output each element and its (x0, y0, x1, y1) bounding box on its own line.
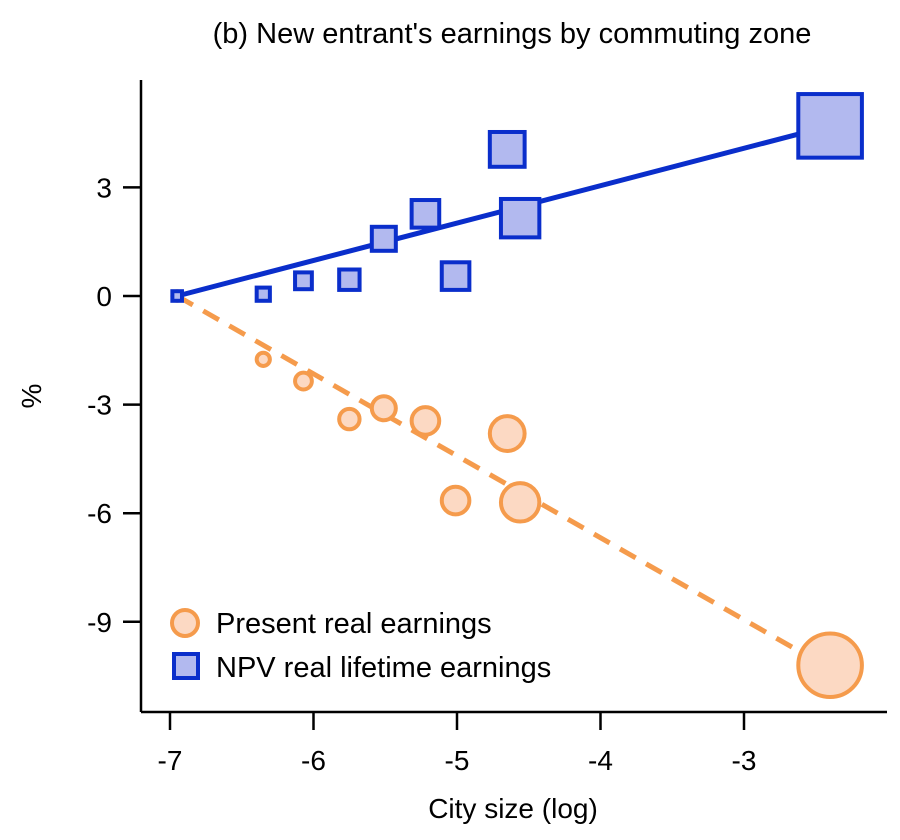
data-points (170, 92, 864, 700)
legend: Present real earnings NPV real lifetime … (170, 608, 551, 684)
y-tick-label: -6 (87, 498, 112, 529)
x-tick-label: -7 (158, 745, 183, 776)
y-axis-label: % (16, 384, 47, 409)
legend-marker-npv-real-lifetime-earnings (172, 652, 200, 680)
point-npv-real-lifetime-earnings (409, 198, 442, 230)
point-npv-real-lifetime-earnings (369, 224, 398, 253)
point-npv-real-lifetime-earnings (439, 260, 472, 292)
x-tick-label: -4 (588, 745, 613, 776)
ticks: -7 -6 -5 -4 -3 3 0 -3 -6 -9 (87, 172, 756, 776)
y-tick-label: 3 (96, 172, 112, 203)
legend-label-npv-real-lifetime-earnings: NPV real lifetime earnings (216, 652, 551, 684)
fit-line-present-real-earnings (175, 293, 832, 672)
point-present-real-earnings (254, 350, 272, 368)
point-present-real-earnings (498, 481, 542, 524)
point-npv-real-lifetime-earnings (293, 270, 314, 292)
y-tick-label: -3 (87, 390, 112, 421)
x-tick-label: -3 (732, 745, 757, 776)
point-npv-real-lifetime-earnings (254, 285, 272, 303)
point-npv-real-lifetime-earnings (170, 289, 184, 303)
legend-marker-present-real-earnings (170, 608, 200, 638)
chart-title: (b) New entrant's earnings by commuting … (213, 18, 812, 50)
x-axis-label: City size (log) (428, 793, 598, 824)
point-present-real-earnings (369, 394, 398, 423)
point-present-real-earnings (409, 405, 442, 437)
y-tick-label: 0 (96, 281, 112, 312)
axes (139, 80, 887, 714)
x-tick-label: -6 (301, 745, 326, 776)
point-present-real-earnings (487, 414, 527, 453)
point-present-real-earnings (439, 484, 472, 517)
point-npv-real-lifetime-earnings (796, 92, 864, 160)
point-npv-real-lifetime-earnings (498, 196, 542, 240)
x-tick-label: -5 (445, 745, 470, 776)
point-present-real-earnings (293, 370, 314, 392)
legend-label-present-real-earnings: Present real earnings (216, 608, 492, 640)
point-present-real-earnings (337, 406, 362, 432)
point-npv-real-lifetime-earnings (487, 129, 527, 169)
point-present-real-earnings (796, 631, 864, 700)
point-npv-real-lifetime-earnings (337, 267, 362, 292)
y-tick-label: -9 (87, 607, 112, 638)
